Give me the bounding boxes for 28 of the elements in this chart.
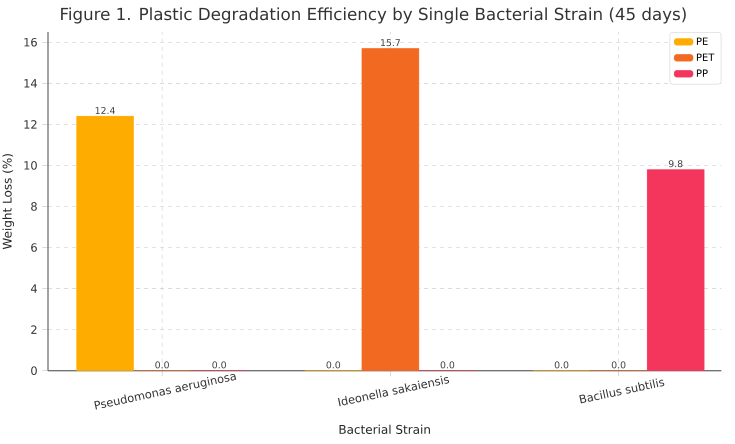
bar [646,169,704,371]
data-label: 0.0 [440,361,454,368]
y-tick-label: 4 [30,284,37,293]
data-label: 0.0 [155,361,169,368]
legend-label: PE [696,38,708,45]
y-tick-label: 0 [31,366,37,375]
data-label: 9.8 [668,160,682,168]
data-label: 0.0 [212,361,226,368]
bar [362,48,420,371]
data-label: 0.0 [612,361,626,368]
y-tick-label: 2 [31,325,36,334]
y-tick-label: 12 [24,120,36,129]
y-tick-label: 8 [31,202,37,211]
x-axis-title: Bacterial Strain [340,424,430,434]
legend-label: PET [696,54,714,61]
data-label: 0.0 [326,361,340,368]
y-axis-title: Weight Loss (%) [2,154,14,250]
y-tick-label: 14 [24,79,37,88]
data-label: 0.0 [554,361,568,368]
y-tick-label: 6 [31,243,37,252]
bar [76,116,134,371]
y-tick-label: 10 [24,161,37,170]
chart-title: Figure 1. Plastic Degradation Efficiency by Single Bacterial Strain (45 days) [61,7,686,24]
y-tick-label: 16 [24,38,37,47]
data-label: 15.7 [381,39,400,46]
x-tick-label: Bacillus subtilis [579,378,664,404]
data-label: 12.4 [96,106,115,114]
legend-label: PP [696,70,708,77]
